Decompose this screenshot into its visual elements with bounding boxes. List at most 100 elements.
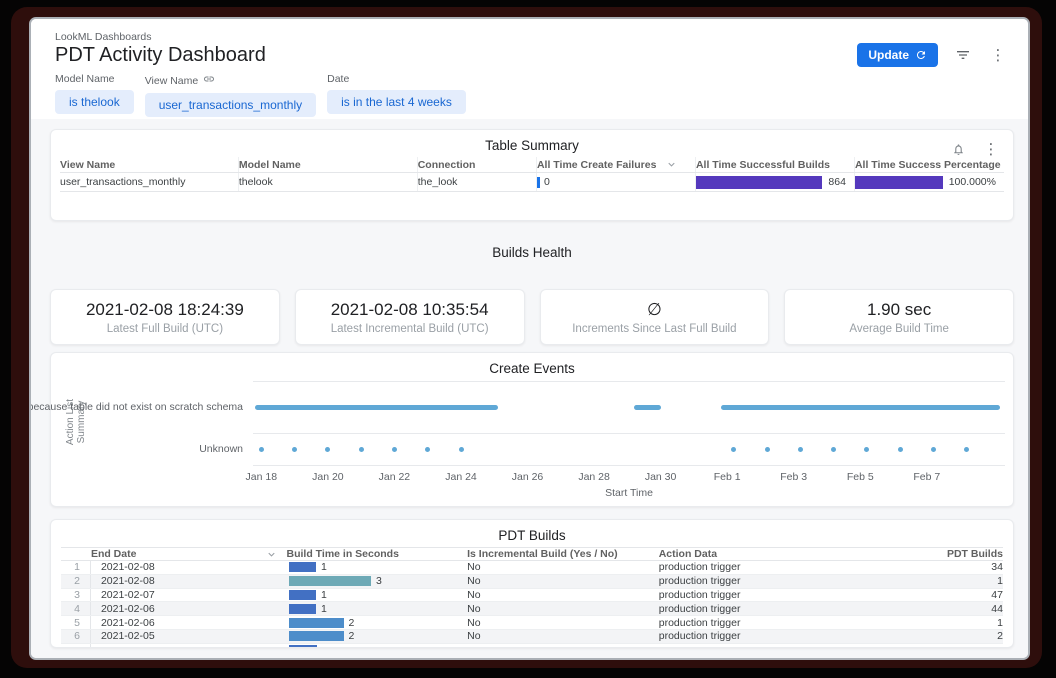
end-date-cell: 2021-02-07 bbox=[100, 588, 155, 601]
row-number: 4 bbox=[61, 602, 91, 616]
filter-list-icon[interactable] bbox=[953, 45, 973, 65]
pdt-builds-header-row: End Date Build Time in Seconds Is Incremen… bbox=[61, 547, 1003, 561]
alerts-bell-icon[interactable] bbox=[948, 139, 968, 159]
build-time-cell: 2 bbox=[287, 616, 468, 629]
table-row[interactable]: 5 2021-02-06 2 No production trigger 1 bbox=[61, 616, 1003, 630]
create-events-title: Create Events bbox=[489, 361, 575, 376]
event-dot bbox=[897, 447, 903, 452]
filter-chip-1[interactable]: user_transactions_monthly bbox=[144, 93, 317, 117]
action-data-cell: production trigger bbox=[658, 588, 741, 601]
build-time-value: 2 bbox=[348, 630, 355, 643]
action-data-cell: production trigger bbox=[658, 630, 741, 643]
table-summary-cell: user_transactions_monthly bbox=[60, 173, 239, 191]
dashboard-canvas: Table Summary ⋮ View Name Model Name Conne… bbox=[31, 119, 1028, 658]
filter-label-1: View Name bbox=[145, 73, 316, 88]
action-data-cell: production trigger bbox=[658, 561, 741, 574]
filter-group-2: Date is in the last 4 weeks bbox=[327, 73, 466, 117]
table-summary-cell: 0 bbox=[536, 173, 696, 191]
kpi-value: 2021-02-08 10:35:54 bbox=[330, 299, 489, 319]
build-time-cell: 3 bbox=[287, 575, 468, 588]
kpi-label: Average Build Time bbox=[849, 322, 949, 335]
build-time-cell: 1 bbox=[287, 561, 468, 574]
table-row[interactable]: 1 2021-02-08 1 No production trigger 34 bbox=[61, 561, 1003, 575]
event-dot bbox=[864, 447, 870, 452]
event-dot bbox=[391, 447, 397, 452]
pdt-builds-column-header[interactable]: Is Incremental Build (Yes / No) bbox=[467, 548, 618, 560]
kpi-card-0: 2021-02-08 18:24:39 Latest Full Build (UT… bbox=[50, 289, 280, 345]
event-dot bbox=[731, 447, 737, 452]
table-summary-card: Table Summary ⋮ View Name Model Name Conne… bbox=[50, 129, 1014, 221]
event-segment bbox=[720, 405, 1000, 410]
dashboard-more-menu-icon[interactable]: ⋮ bbox=[990, 46, 1006, 64]
pdt-builds-count-cell: 47 bbox=[991, 588, 1003, 601]
table-summary-column-header[interactable]: Model Name bbox=[239, 157, 418, 172]
pdt-builds-column-header[interactable]: End Date bbox=[91, 548, 287, 560]
link-icon bbox=[203, 73, 215, 88]
build-time-value: 2 bbox=[348, 616, 355, 629]
pdt-builds-column-header[interactable]: Action Data bbox=[658, 548, 718, 560]
event-dot bbox=[797, 447, 803, 452]
filter-chip-0[interactable]: is thelook bbox=[55, 90, 134, 114]
action-data-cell: production trigger bbox=[658, 575, 741, 588]
kpi-card-1: 2021-02-08 10:35:54 Latest Incremental Bu… bbox=[294, 289, 525, 345]
action-data-cell: production trigger bbox=[658, 602, 741, 615]
event-dot bbox=[764, 447, 770, 452]
pdt-builds-column-header[interactable]: Build Time in Seconds bbox=[286, 548, 399, 560]
successful-builds-bar bbox=[695, 175, 823, 189]
table-row[interactable]: 3 2021-02-07 1 No production trigger 47 bbox=[61, 588, 1003, 603]
table-summary-column-header[interactable]: Connection bbox=[418, 157, 537, 172]
event-dot bbox=[358, 447, 364, 452]
event-dot bbox=[831, 447, 837, 452]
filter-group-0: Model Name is thelook bbox=[55, 73, 134, 117]
build-time-value: 1 bbox=[321, 588, 327, 601]
table-summary-column-header[interactable]: All Time Success Percentage bbox=[854, 158, 1001, 171]
end-date-cell: 2021-02-08 bbox=[100, 561, 155, 574]
kpi-card-2: ∅ Increments Since Last Full Build bbox=[539, 289, 770, 345]
table-summary-column-header[interactable]: All Time Create Failures bbox=[537, 157, 696, 172]
create-events-card: Create Events Action List SummaryBuilt b… bbox=[31, 352, 1014, 507]
table-summary-cell: the_look bbox=[418, 173, 537, 191]
update-button[interactable]: Update bbox=[857, 43, 938, 67]
is-incremental-cell: No bbox=[467, 616, 481, 629]
table-summary-column-header[interactable]: View Name bbox=[60, 157, 239, 172]
kpi-label: Latest Full Build (UTC) bbox=[106, 322, 224, 335]
x-axis-tick: Feb 3 bbox=[780, 471, 808, 483]
tile-more-menu-icon[interactable]: ⋮ bbox=[983, 140, 999, 158]
sort-chevron-icon[interactable] bbox=[666, 159, 677, 170]
build-time-bar bbox=[288, 562, 317, 573]
is-incremental-cell: No bbox=[467, 575, 481, 588]
x-axis-tick: Feb 7 bbox=[913, 471, 941, 483]
row-number: 3 bbox=[61, 588, 91, 602]
filter-chip-2[interactable]: is in the last 4 weeks bbox=[327, 90, 466, 114]
create-failures-value: 0 bbox=[543, 176, 550, 188]
successful-builds-value: 864 bbox=[828, 176, 846, 188]
sort-chevron-icon[interactable] bbox=[266, 549, 277, 560]
build-time-bar bbox=[288, 617, 344, 628]
x-axis-tick: Feb 1 bbox=[713, 471, 741, 483]
table-row[interactable]: 6 2021-02-05 2 No production trigger 2 bbox=[61, 629, 1003, 644]
pdt-builds-table: End Date Build Time in Seconds Is Incremen… bbox=[61, 547, 1003, 647]
build-time-cell bbox=[287, 644, 468, 647]
build-time-cell: 1 bbox=[287, 602, 468, 615]
end-date-cell: 2021-02-05 bbox=[100, 630, 155, 643]
breadcrumb[interactable]: LookML Dashboards bbox=[55, 31, 152, 43]
kpi-value: ∅ bbox=[646, 299, 662, 319]
build-time-value: 1 bbox=[321, 602, 327, 615]
pdt-builds-count-cell: 44 bbox=[991, 602, 1003, 615]
is-incremental-cell: No bbox=[467, 630, 481, 643]
filter-label-2: Date bbox=[327, 73, 350, 85]
kpi-value: 2021-02-08 18:24:39 bbox=[85, 299, 244, 319]
success-percentage-bar bbox=[854, 175, 943, 189]
table-summary-cell: 100.000% bbox=[854, 173, 1004, 191]
event-segment bbox=[254, 405, 498, 410]
table-row[interactable]: 2 2021-02-08 3 No production trigger 1 bbox=[61, 574, 1003, 589]
pdt-builds-card: PDT Builds End Date Build Time in Seconds… bbox=[50, 519, 1014, 648]
pdt-builds-column-header[interactable]: PDT Builds bbox=[946, 548, 1003, 560]
success-percentage-value: 100.000% bbox=[948, 176, 996, 188]
chart-gridline bbox=[253, 465, 1005, 466]
table-row[interactable]: 4 2021-02-06 1 No production trigger 44 bbox=[61, 602, 1003, 617]
table-summary-column-header[interactable]: All Time Successful Builds bbox=[696, 157, 855, 172]
filter-group-1: View Name user_transactions_monthly bbox=[144, 73, 317, 117]
action-data-cell: production trigger bbox=[658, 616, 741, 629]
filter-bar: Model Name is thelook View Name user_transa… bbox=[55, 73, 466, 117]
